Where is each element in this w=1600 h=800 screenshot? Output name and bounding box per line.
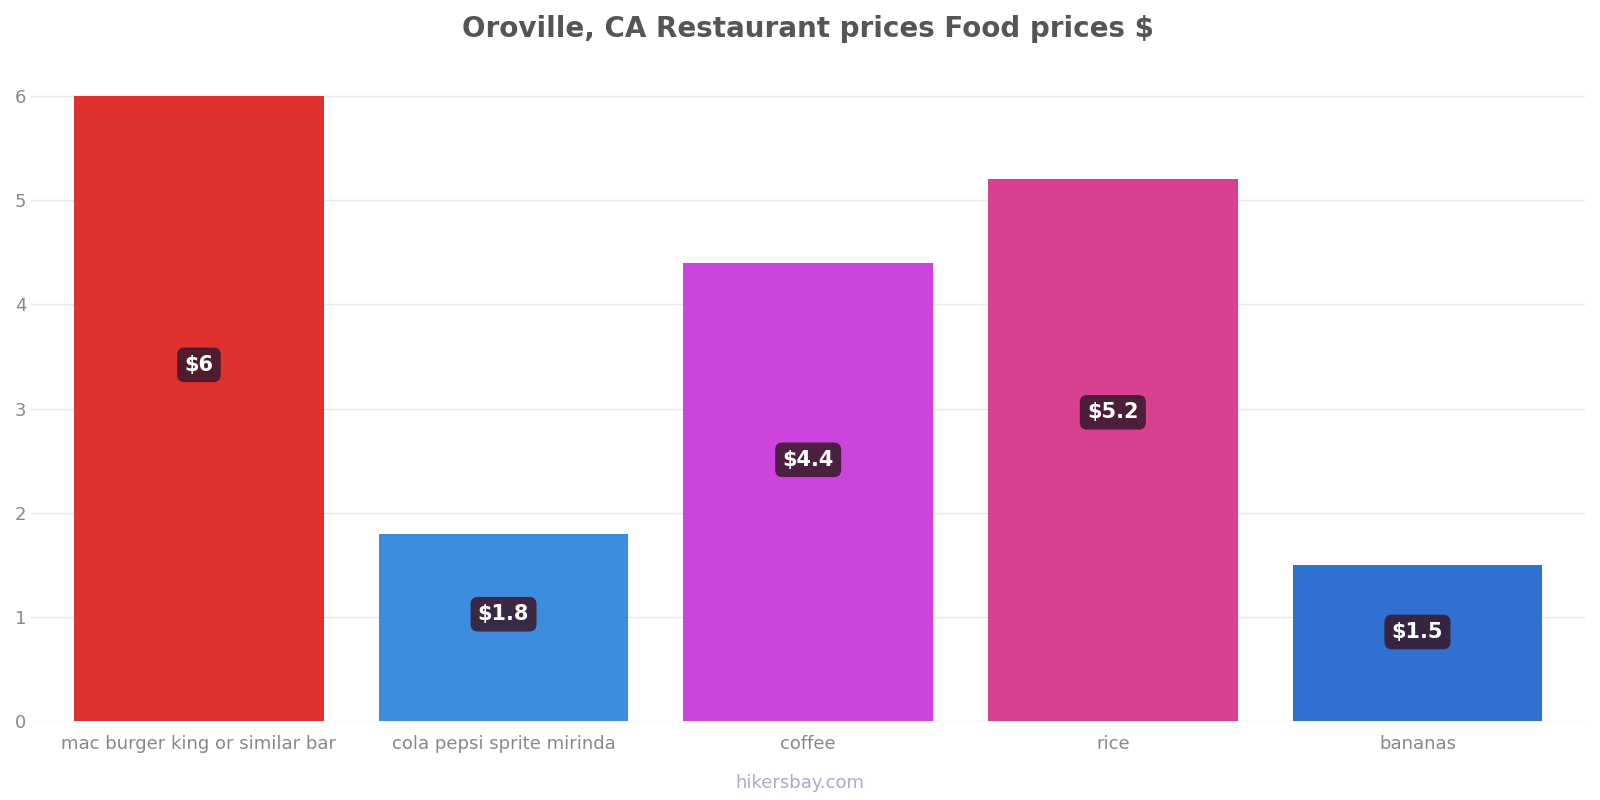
Bar bbox=[379, 534, 629, 721]
Text: $5.2: $5.2 bbox=[1086, 402, 1139, 422]
Text: hikersbay.com: hikersbay.com bbox=[736, 774, 864, 792]
Bar bbox=[1293, 565, 1542, 721]
Title: Oroville, CA Restaurant prices Food prices $: Oroville, CA Restaurant prices Food pric… bbox=[462, 15, 1154, 43]
Bar bbox=[74, 96, 323, 721]
Bar bbox=[987, 179, 1238, 721]
Text: $6: $6 bbox=[184, 355, 213, 375]
Bar bbox=[683, 262, 933, 721]
Text: $1.5: $1.5 bbox=[1392, 622, 1443, 642]
Text: $4.4: $4.4 bbox=[782, 450, 834, 470]
Text: $1.8: $1.8 bbox=[478, 604, 530, 624]
